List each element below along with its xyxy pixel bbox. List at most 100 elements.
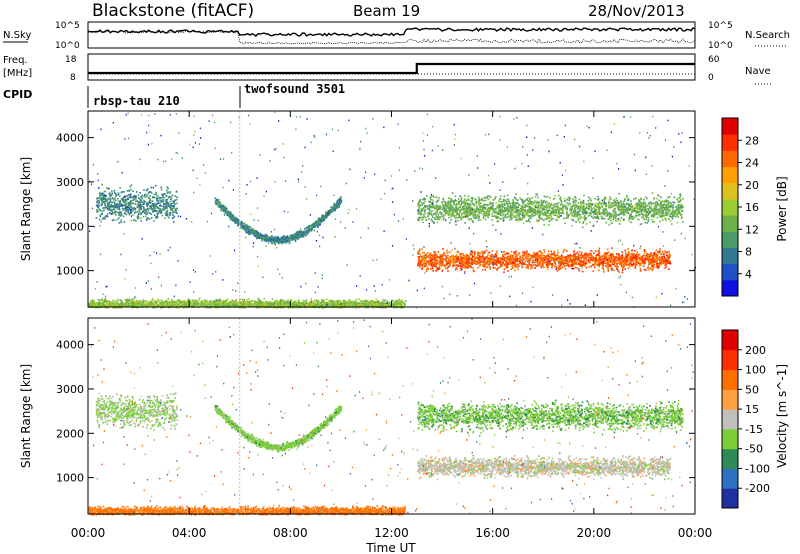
data-cell — [656, 216, 659, 219]
data-cell — [294, 233, 296, 235]
data-cell — [229, 218, 232, 221]
data-cell — [99, 194, 102, 196]
data-cell — [578, 270, 580, 272]
data-cell — [425, 270, 428, 272]
data-cell — [104, 195, 107, 198]
data-cell — [167, 191, 169, 193]
data-cell — [319, 219, 321, 221]
data-cell — [547, 255, 550, 258]
data-cell — [468, 262, 471, 264]
data-cell — [624, 256, 626, 259]
data-cell — [252, 232, 254, 235]
data-cell — [226, 210, 229, 212]
data-cell — [629, 264, 632, 267]
data-cell — [663, 256, 666, 259]
data-cell — [460, 214, 463, 217]
data-cell — [222, 209, 224, 211]
data-cell — [537, 265, 539, 267]
data-cell — [514, 269, 516, 272]
data-cell — [436, 259, 439, 262]
data-cell — [109, 212, 111, 214]
data-cell — [530, 264, 533, 267]
data-cell — [604, 252, 606, 255]
data-cell — [156, 210, 158, 212]
data-cell — [603, 271, 605, 273]
data-cell — [666, 250, 668, 253]
data-cell — [429, 261, 432, 264]
data-cell — [625, 255, 628, 258]
freq-panel — [87, 53, 696, 81]
data-cell — [642, 258, 645, 260]
data-cell — [500, 208, 502, 211]
nave-label: Nave — [745, 66, 771, 77]
data-cell — [124, 200, 126, 203]
data-cell — [166, 207, 168, 210]
data-cell — [617, 208, 620, 210]
data-cell — [417, 262, 420, 265]
data-cell — [241, 220, 243, 223]
data-cell — [562, 264, 565, 266]
data-cell — [667, 268, 670, 271]
data-cell — [257, 232, 260, 235]
data-cell — [514, 258, 517, 261]
data-cell — [623, 261, 626, 263]
data-cell — [655, 249, 658, 252]
data-cell — [115, 206, 117, 208]
data-cell — [103, 207, 105, 209]
data-cell — [669, 220, 672, 222]
data-cell — [111, 205, 113, 208]
data-cell — [557, 249, 559, 252]
data-cell — [460, 216, 462, 219]
data-cell — [589, 221, 591, 224]
data-cell — [233, 220, 236, 222]
nsky-trace — [87, 27, 696, 45]
data-cell — [143, 209, 146, 211]
data-cell — [108, 198, 110, 200]
data-cell — [636, 255, 639, 258]
data-cell — [174, 209, 176, 212]
data-cell — [510, 250, 513, 253]
data-cell — [423, 257, 425, 259]
data-cell — [498, 257, 500, 259]
data-cell — [591, 250, 593, 252]
data-cell — [527, 267, 529, 270]
data-cell — [452, 261, 454, 264]
data-cell — [130, 208, 132, 211]
data-cell — [129, 200, 132, 203]
data-cell — [564, 258, 566, 261]
data-cell — [649, 255, 652, 257]
data-cell — [117, 193, 120, 196]
data-cell — [122, 204, 124, 207]
data-cell — [641, 256, 643, 259]
data-cell — [539, 262, 542, 265]
data-cell — [422, 255, 424, 257]
data-cell — [590, 257, 593, 259]
data-cell — [644, 260, 646, 263]
data-cell — [560, 263, 562, 266]
data-cell — [481, 252, 484, 255]
data-cell — [470, 253, 473, 256]
data-cell — [545, 255, 548, 257]
data-cell — [634, 267, 637, 269]
data-cell — [159, 197, 161, 199]
data-cell — [494, 259, 497, 261]
data-cell — [443, 252, 446, 254]
data-cell — [567, 204, 569, 207]
data-cell — [421, 259, 423, 262]
data-cell — [143, 210, 145, 213]
data-cell — [330, 209, 332, 212]
data-cell — [618, 271, 620, 273]
data-cell — [298, 237, 300, 239]
data-cell — [300, 233, 302, 236]
data-cell — [579, 265, 582, 267]
data-cell — [518, 220, 520, 222]
data-cell — [475, 261, 478, 263]
data-cell — [576, 251, 579, 253]
data-cell — [620, 257, 623, 260]
data-cell — [96, 197, 98, 200]
data-cell — [229, 216, 232, 219]
freq-unit-label: [MHz] — [3, 68, 32, 79]
data-cell — [492, 224, 494, 226]
data-cell — [149, 198, 152, 200]
cpid-label: CPID — [3, 88, 32, 101]
